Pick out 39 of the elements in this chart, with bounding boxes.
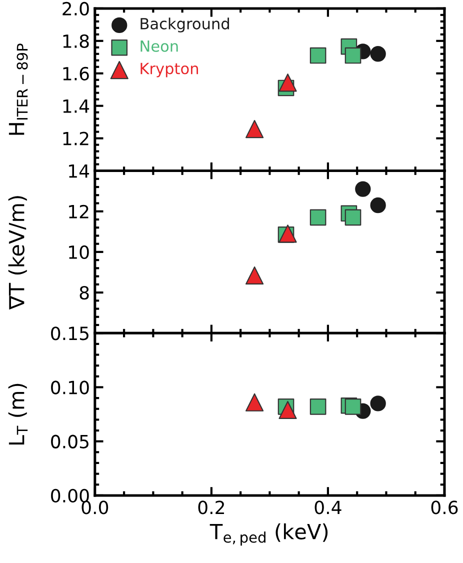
point	[370, 197, 386, 214]
y-tick-label: 12	[69, 204, 88, 218]
y-tick-label: 1.8	[63, 34, 89, 48]
x-tick-label: 0.0	[82, 500, 108, 514]
y-axis-title: ∇T (keV/m)	[8, 196, 27, 310]
point	[370, 396, 386, 412]
y-tick-label: 1.6	[63, 66, 89, 80]
y-tick-label: 10	[69, 245, 89, 260]
legend-label: Krypton	[140, 62, 198, 78]
point	[278, 400, 297, 420]
y-axis-title: L$_{T}$ (m)	[8, 384, 28, 445]
y-tick-label: 0.05	[51, 434, 88, 448]
y-tick-label: 2.0	[62, 2, 89, 16]
x-tick-label: 0.4	[314, 500, 342, 514]
point	[344, 47, 362, 64]
x-axis-title: T$_{e,ped}$ (keV)	[210, 523, 328, 546]
y-tick-label: 1.2	[63, 132, 88, 146]
x-tick-label: 0.2	[198, 500, 224, 514]
y-tick-label: 0.15	[51, 326, 88, 340]
point	[310, 398, 326, 415]
point	[310, 209, 326, 226]
point	[344, 209, 362, 226]
point	[245, 393, 264, 412]
y-axis-title: H$_{ITER−89P}$	[8, 44, 28, 135]
y-tick-label: 8	[80, 286, 89, 300]
y-tick-label: 14	[69, 164, 90, 178]
y-tick-label: 0.00	[51, 488, 89, 503]
x-tick-label: 0.6	[431, 500, 458, 514]
y-tick-label: 0.10	[51, 380, 89, 394]
point	[278, 74, 297, 92]
point	[310, 47, 326, 64]
point	[355, 181, 371, 197]
legend-label: Background	[140, 18, 229, 32]
y-tick-label: 1.4	[63, 100, 90, 113]
point	[344, 398, 362, 415]
point	[245, 266, 264, 285]
point	[245, 120, 264, 138]
point	[370, 46, 386, 62]
legend-label: Neon	[140, 40, 178, 52]
